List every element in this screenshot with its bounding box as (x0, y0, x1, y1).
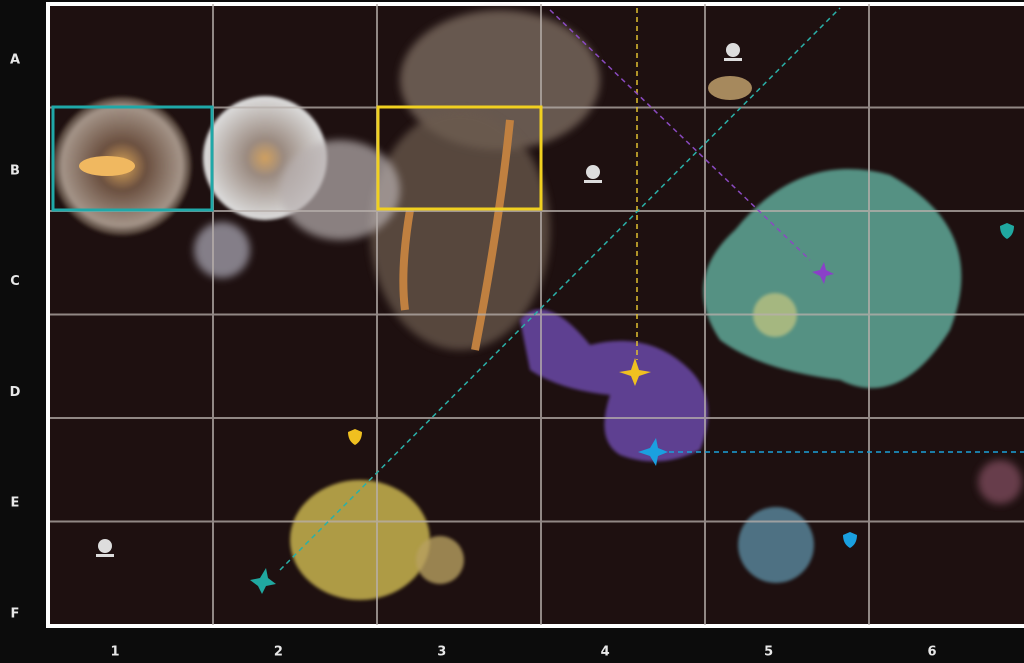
skull (96, 539, 114, 557)
colony-core (79, 156, 135, 176)
colony (280, 140, 400, 240)
cyan-selection (51, 105, 214, 212)
colonies (52, 10, 1022, 600)
skull (584, 165, 602, 183)
row-label: F (11, 607, 20, 622)
column-label: 6 (927, 645, 936, 660)
column-label: 2 (274, 645, 283, 660)
plane (619, 358, 651, 386)
skull (724, 43, 742, 61)
colony (416, 536, 464, 584)
column-label: 4 (601, 645, 610, 660)
column-label: 5 (764, 645, 773, 660)
row-label: A (10, 53, 20, 68)
plane (250, 568, 276, 594)
row-label: C (10, 274, 20, 289)
colony (520, 309, 708, 462)
column-label: 1 (110, 645, 119, 660)
flight-paths (279, 7, 1024, 571)
colony (194, 222, 250, 278)
column-label: 3 (437, 645, 446, 660)
colony (738, 507, 814, 583)
colony-vein (399, 209, 414, 311)
yellow-selection (376, 105, 543, 211)
row-label: E (11, 496, 20, 511)
colony (978, 460, 1022, 504)
row-label: B (10, 163, 20, 178)
plane (812, 262, 834, 284)
shield (843, 532, 857, 548)
shield (1000, 223, 1014, 239)
flight-path (549, 9, 811, 261)
plane (638, 438, 668, 466)
grid-labels: A B C D E F 1 2 3 4 5 6 (10, 53, 937, 660)
colony (708, 76, 752, 100)
markers (96, 43, 1014, 557)
aircraft (250, 262, 834, 594)
colony (290, 480, 430, 600)
colony-vein (471, 119, 514, 351)
flight-path (279, 7, 841, 571)
shield (348, 429, 362, 445)
row-label: D (10, 385, 21, 400)
